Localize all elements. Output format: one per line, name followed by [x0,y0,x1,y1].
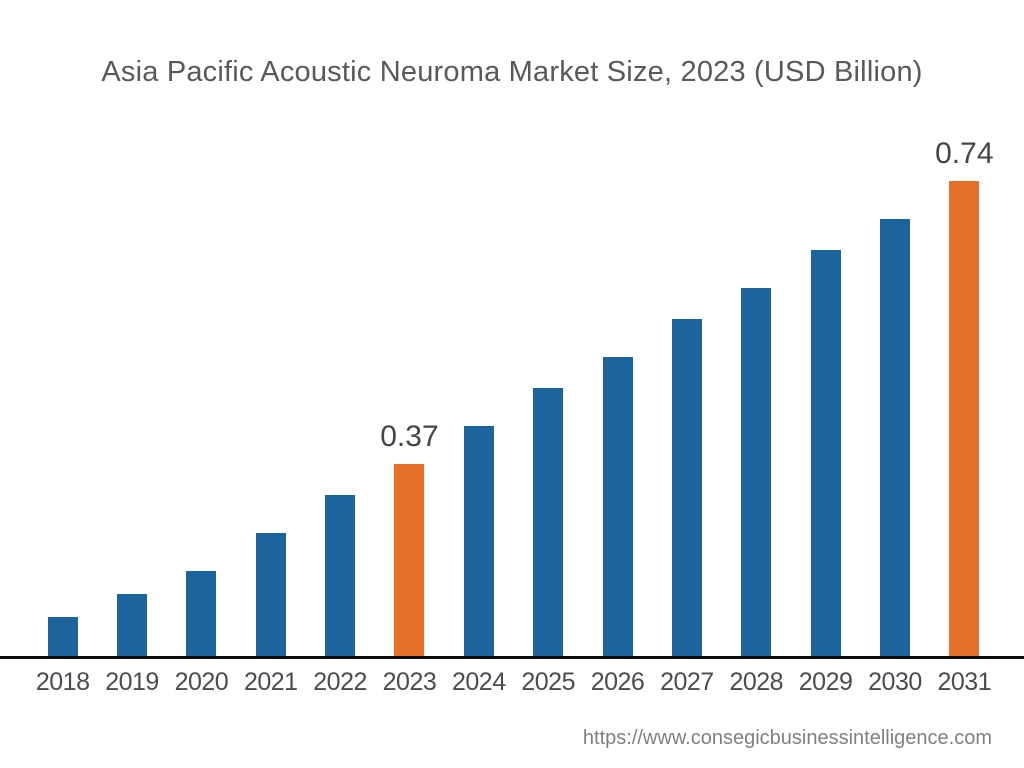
bar-2023 [394,464,425,656]
bar-2029 [810,250,841,656]
x-tick-2023: 2023 [382,668,437,696]
bar-2027 [671,319,702,656]
x-tick-2025: 2025 [521,668,575,696]
x-tick-2028: 2028 [729,668,784,696]
x-tick-2024: 2024 [452,668,506,696]
x-tick-2030: 2030 [868,668,922,696]
x-tick-2027: 2027 [660,668,714,696]
x-tick-2019: 2019 [105,668,159,696]
bar-2020 [186,571,217,656]
source-url: https://www.consegicbusinessintelligence… [582,727,992,749]
bar-2025 [533,388,564,656]
data-label-2023: 0.37 [380,420,439,453]
bar-2026 [602,357,633,656]
x-axis-line [0,656,1024,659]
bar-2018 [47,617,78,656]
x-tick-2031: 2031 [937,668,992,696]
data-label-2031: 0.74 [935,137,994,170]
x-tick-2021: 2021 [243,668,298,696]
bar-2022 [325,495,356,656]
x-tick-2022: 2022 [313,668,367,696]
bar-2019 [117,594,148,656]
bar-2030 [879,219,910,656]
x-tick-2029: 2029 [798,668,853,696]
x-tick-2026: 2026 [590,668,645,696]
bar-2021 [255,533,286,656]
bar-2028 [741,288,772,656]
plot-area: 2018 2019 2020 2021 2022 0.37 2023 2024 2025 2026… [28,137,999,696]
bar-2024 [463,426,494,656]
chart-title: Asia Pacific Acoustic Neuroma Market Siz… [101,56,923,88]
bar-2031 [949,181,980,656]
x-tick-2020: 2020 [174,668,229,696]
x-tick-2018: 2018 [35,668,90,696]
